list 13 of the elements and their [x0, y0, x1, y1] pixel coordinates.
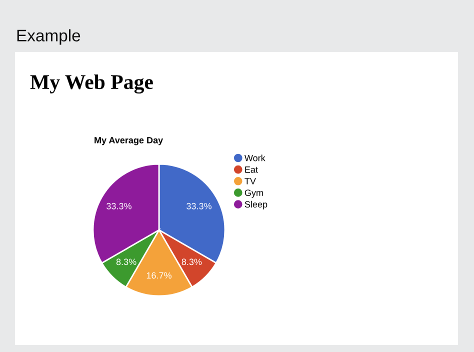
- data-label: 33.3%: [106, 202, 132, 210]
- text: Example: [17, 29, 80, 45]
- data-label: 33.3%: [186, 202, 212, 210]
- chart-title: My Average Day: [94, 137, 164, 146]
- legend-label: Eat: [245, 166, 258, 173]
- data-label: 8.3%: [182, 258, 202, 266]
- legend-label: TV: [244, 178, 256, 184]
- data-label: 16.7%: [146, 272, 172, 279]
- data-label: 8.3%: [116, 258, 136, 266]
- legend-label: Work: [244, 154, 266, 162]
- legend-label: Sleep: [244, 200, 268, 210]
- text: My Web Page: [30, 74, 153, 94]
- legend-label: Gym: [244, 190, 263, 198]
